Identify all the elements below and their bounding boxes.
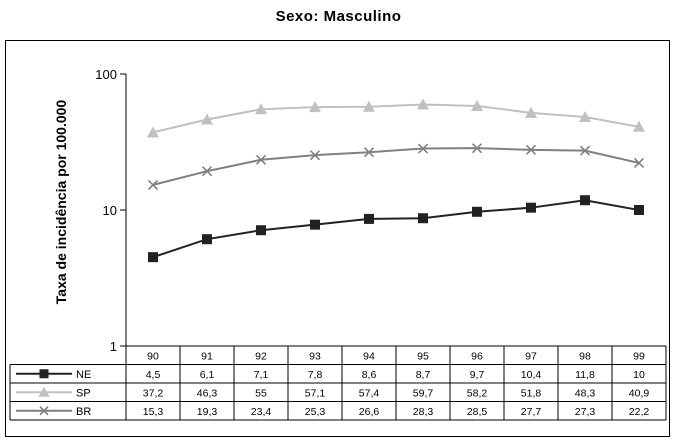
data-point-sp [363,100,375,112]
data-point-sp [309,101,321,113]
data-point-ne [310,219,320,230]
data-point-br-stroke [255,154,267,165]
data-point-br-stroke [417,143,429,154]
data-label-ne: 4,5 [146,369,161,381]
data-point-sp [633,120,645,132]
data-point-br-stroke [147,179,159,190]
y-tick-label: 100 [95,67,117,82]
y-tick-label: 1 [110,339,117,354]
data-point-sp [525,106,537,118]
data-label-sp: 37,2 [143,387,164,399]
data-label-br: 25,3 [305,406,326,418]
data-point-ne [580,195,590,206]
y-tick-label: 10 [103,203,117,218]
data-label-br: 19,3 [197,406,218,418]
data-point-br-stroke [579,145,591,156]
data-point-sp [201,113,213,125]
data-label-sp: 40,9 [629,387,650,399]
data-point-ne [256,225,266,236]
x-tick-label: 92 [255,350,267,362]
data-point-br [201,166,213,177]
data-label-sp: 59,7 [413,387,434,399]
data-label-ne: 11,8 [575,369,595,381]
data-point-br [471,143,483,154]
data-label-br: 27,7 [521,406,542,418]
data-point-br [363,147,375,158]
data-point-sp [471,99,483,111]
data-label-ne: 9,7 [470,369,485,381]
data-point-sp [417,98,429,110]
data-label-ne: 10,4 [521,369,542,381]
data-point-ne [634,205,644,215]
legend-marker-br [39,406,49,416]
data-point-br [525,144,537,155]
series-line-br [152,147,640,186]
data-label-sp: 57,1 [305,387,326,399]
data-label-br: 15,3 [143,406,164,418]
legend-label-sp: SP [76,387,91,399]
data-label-sp: 46,3 [197,387,218,399]
data-label-ne: 6,1 [200,369,215,381]
data-point-br [309,150,321,161]
data-point-br-stroke [309,150,321,161]
data-label-ne: 7,8 [308,369,323,381]
data-point-ne [472,206,482,217]
x-tick-label: 98 [579,350,591,362]
data-point-br [147,179,159,190]
legend-marker-sp [38,386,50,397]
data-point-ne [364,213,374,224]
chart-frame [5,40,670,437]
data-label-ne: 7,1 [254,369,269,381]
data-label-br: 22,2 [629,406,650,418]
x-tick-label: 90 [147,350,159,362]
data-label-br: 23,4 [251,406,272,418]
x-tick-label: 93 [309,350,321,362]
data-point-ne [418,213,428,224]
x-tick-label: 94 [363,350,375,362]
data-label-sp: 48,3 [575,387,596,399]
series-line-ne [152,199,640,259]
data-label-sp: 58,2 [467,387,488,399]
data-point-br-stroke [201,166,213,177]
data-point-br [633,157,645,168]
legend-label-ne: NE [76,369,91,381]
data-label-sp: 55 [255,387,267,399]
data-label-br: 28,5 [467,406,488,418]
data-point-br-stroke [633,157,645,168]
data-label-br: 27,3 [575,406,596,418]
data-point-sp [147,126,159,138]
y-axis-label: Taxa de incidência por 100.000 [53,100,69,305]
chart-title: Sexo: Masculino [275,8,402,25]
data-point-sp [579,110,591,122]
data-label-br: 28,3 [413,406,434,418]
data-point-ne [148,252,158,263]
data-label-sp: 57,4 [359,387,380,399]
data-point-br [417,143,429,154]
x-tick-label: 99 [633,350,645,362]
data-point-sp [255,103,267,115]
data-point-br [255,154,267,165]
legend-marker-br-stroke [39,406,49,416]
x-tick-label: 96 [471,350,483,362]
data-point-ne [526,202,536,213]
data-label-ne: 8,7 [416,369,431,381]
x-tick-label: 97 [525,350,537,362]
data-label-br: 26,6 [359,406,380,418]
data-label-sp: 51,8 [521,387,542,399]
x-tick-label: 95 [417,350,429,362]
data-point-br-stroke [363,147,375,158]
x-tick-label: 91 [201,350,213,362]
legend-marker-ne [39,369,49,379]
legend-label-br: BR [76,406,91,418]
data-label-ne: 8,6 [362,369,377,381]
data-point-br [579,145,591,156]
data-point-br-stroke [525,144,537,155]
data-point-br-stroke [471,143,483,154]
series-line-sp [152,103,640,134]
data-point-ne [202,234,212,245]
data-label-ne: 10 [633,369,645,381]
